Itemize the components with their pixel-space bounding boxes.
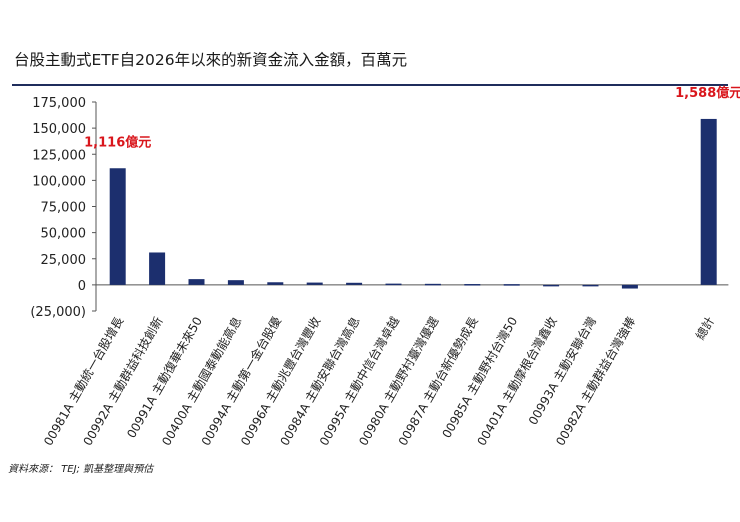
x-category-label: 00981A 主動統一台股增長 xyxy=(40,314,126,448)
annotations: 1,116億元 1,588億元 xyxy=(84,85,740,150)
y-tick-label: 75,000 xyxy=(41,201,87,216)
x-category-label: 00993A 主動安聯台灣 xyxy=(525,314,599,427)
x-category-label: 00992A 主動群益科技創新 xyxy=(80,314,166,448)
bar xyxy=(188,279,205,285)
y-tick-label: 100,000 xyxy=(32,174,86,189)
y-tick-label: 0 xyxy=(78,279,86,294)
bar xyxy=(700,118,717,285)
y-tick-label: 150,000 xyxy=(32,122,86,137)
value-annotation: 1,116億元 xyxy=(84,134,151,150)
y-tick-label: 50,000 xyxy=(41,227,87,242)
x-category-label: 00987A 主動台新優勢成長 xyxy=(395,314,481,448)
y-tick-label: (25,000) xyxy=(30,305,86,320)
y-tick-label: 25,000 xyxy=(41,253,87,268)
value-annotation: 1,588億元 xyxy=(675,85,740,101)
x-category-label: 00996A 主動兆豐台灣豐收 xyxy=(237,314,323,448)
bar xyxy=(149,252,166,285)
x-category-label: 00984A 主動安聯台灣高息 xyxy=(277,314,363,448)
x-category-label: 00995A 主動中信台灣卓越 xyxy=(316,314,402,448)
title-divider xyxy=(12,84,728,86)
bar xyxy=(227,280,244,285)
bar xyxy=(306,282,323,285)
x-category-label: 00994A 主動第一金台股優 xyxy=(198,314,284,448)
y-axis: 175,000 150,000 125,000 100,000 75,000 50,000… xyxy=(30,96,729,320)
bar xyxy=(621,284,638,289)
bar xyxy=(582,284,599,287)
bar xyxy=(385,283,402,286)
x-category-label: 00400A 主動國泰動能高息 xyxy=(158,314,244,448)
x-category-label: 00985A 主動野村台灣50 xyxy=(439,314,521,441)
bar xyxy=(109,168,126,285)
chart-title: 台股主動式ETF自2026年以來的新資金流入金額，百萬元 xyxy=(14,51,408,69)
bar xyxy=(267,282,284,285)
bar xyxy=(464,284,481,286)
x-category-label: 00980A 主動野村臺灣優選 xyxy=(355,314,441,448)
bars xyxy=(109,118,717,289)
source-note: 資料來源： TEJ; 凱基整理與預估 xyxy=(8,464,154,475)
bar-chart: 175,000 150,000 125,000 100,000 75,000 50,000… xyxy=(30,85,740,448)
x-category-label: 總計 xyxy=(692,314,717,342)
bar xyxy=(543,284,560,287)
bar xyxy=(346,282,363,285)
x-category-label: 00401A 主動摩根台灣鑫收 xyxy=(474,314,560,448)
y-tick-label: 175,000 xyxy=(32,96,86,111)
x-category-label: 00982A 主動群益台灣強棒 xyxy=(552,314,638,448)
y-tick-label: 125,000 xyxy=(32,148,86,163)
x-category-label: 00991A 主動復華未來50 xyxy=(123,314,205,441)
bar xyxy=(503,284,520,286)
bar xyxy=(424,283,441,286)
